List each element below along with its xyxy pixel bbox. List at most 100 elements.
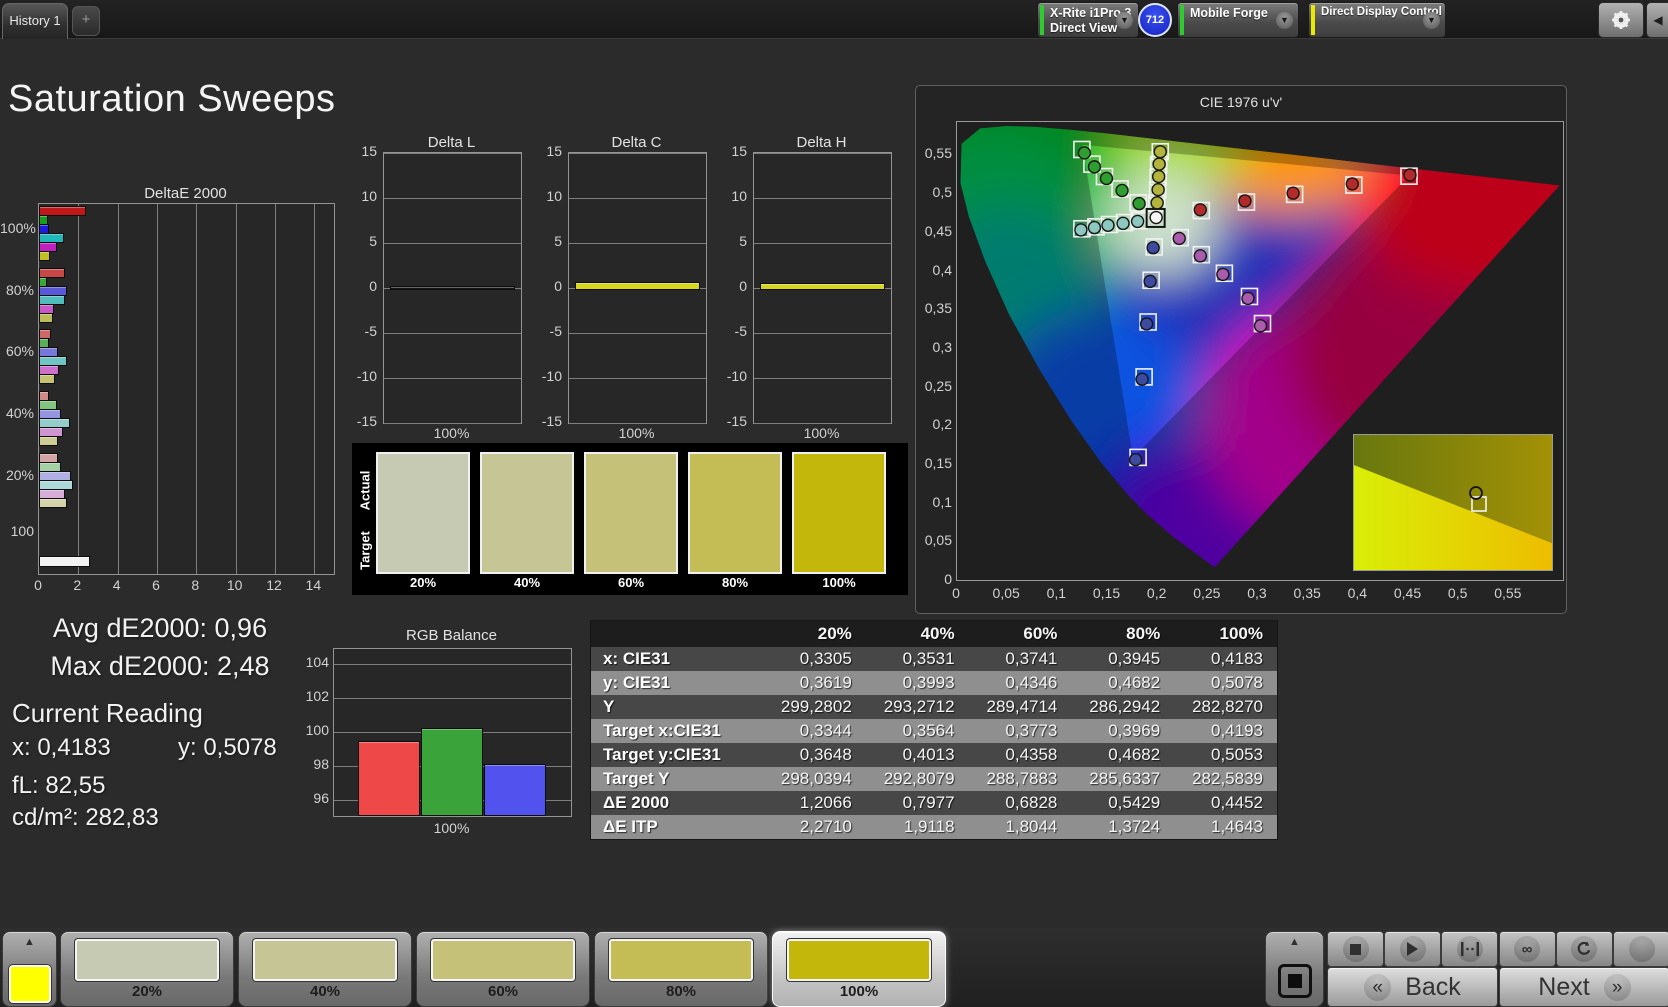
y-tick-label: 0,35 xyxy=(924,300,952,317)
patch-window-button[interactable]: ▲ xyxy=(1265,931,1324,1007)
range-button[interactable] xyxy=(1441,931,1499,967)
add-tab-button[interactable]: + xyxy=(72,6,100,36)
sat-level-button-40%[interactable]: 40% xyxy=(238,931,412,1007)
table-cell: 0,4452 xyxy=(1210,793,1263,812)
y-tick-label: 100 xyxy=(305,722,329,738)
de2000-bar xyxy=(39,556,90,568)
table-cell: 1,8044 xyxy=(1005,817,1058,836)
display-control-dropdown[interactable]: Direct Display Control ▼ xyxy=(1308,2,1446,38)
table-cell: 0,4346 xyxy=(1005,673,1058,692)
tab-history-1[interactable]: History 1 xyxy=(2,3,68,39)
column-header: 100% xyxy=(1219,624,1263,643)
table-cell: 0,4013 xyxy=(902,745,955,764)
sat-label: 40% xyxy=(309,983,341,1000)
y-tick-label: 0,1 xyxy=(932,493,952,510)
loop-button[interactable]: ∞ xyxy=(1498,931,1556,967)
x-tick-label: 0,15 xyxy=(1092,585,1121,601)
refresh-button[interactable] xyxy=(1555,931,1613,967)
y-tick-label: 10 xyxy=(731,188,747,204)
y-tick-label: 5 xyxy=(739,233,747,249)
sat-level-button-60%[interactable]: 60% xyxy=(416,931,590,1007)
table-cell: 1,4643 xyxy=(1210,817,1263,836)
x-tick-label: 0 xyxy=(34,577,42,593)
y-tick-label: 5 xyxy=(554,233,562,249)
table-cell: 0,5053 xyxy=(1210,745,1263,764)
x-tick-label: 0,25 xyxy=(1193,585,1221,601)
delta-bar xyxy=(575,282,700,290)
table-cell: 0,3564 xyxy=(902,721,955,740)
x-tick-label: 0,55 xyxy=(1494,585,1522,601)
actual-row-label: Actual xyxy=(357,470,373,511)
y-tick-label: -5 xyxy=(734,323,747,339)
gridline xyxy=(157,204,158,574)
gear-icon xyxy=(1612,11,1630,29)
table-cell: 1,3724 xyxy=(1108,817,1161,836)
source-status-stripe xyxy=(1180,5,1184,35)
y-tick-label: -5 xyxy=(364,323,377,339)
table-cell: 288,7883 xyxy=(986,769,1058,788)
y-tick-label: -15 xyxy=(356,413,377,429)
y-tick-label: 0,5 xyxy=(932,184,952,201)
current-patch-swatch xyxy=(9,965,51,1003)
x-axis-label: 100% xyxy=(618,425,655,441)
back-button[interactable]: « Back xyxy=(1327,967,1498,1007)
y-tick-label: 15 xyxy=(546,143,562,159)
x-tick-label: 0,2 xyxy=(1146,585,1167,601)
current-patch-button[interactable]: ▲ xyxy=(2,931,57,1007)
next-button[interactable]: Next » xyxy=(1499,967,1668,1007)
x-tick-label: 0,45 xyxy=(1393,585,1422,601)
de2000-bar xyxy=(39,267,65,278)
y-tick-label: 102 xyxy=(305,688,329,704)
y-tick-label: 0 xyxy=(944,571,952,587)
plot-area xyxy=(333,648,572,817)
sat-swatch xyxy=(787,939,931,981)
table-cell: 0,3619 xyxy=(799,673,852,692)
gridline xyxy=(235,204,237,574)
table-cell: 0,4682 xyxy=(1108,745,1161,764)
source-dropdown[interactable]: Mobile Forge ▼ xyxy=(1177,2,1299,38)
y-tick-label: 15 xyxy=(731,143,747,159)
sat-level-button-80%[interactable]: 80% xyxy=(594,931,768,1007)
table-cell: 2,2710 xyxy=(799,817,852,836)
chart-title: Delta H xyxy=(796,134,847,151)
gridline xyxy=(754,153,891,154)
sat-level-label: 100 xyxy=(10,523,34,540)
sat-level-button-20%[interactable]: 20% xyxy=(60,931,234,1007)
x-tick-label: 10 xyxy=(226,577,243,593)
y-tick-label: -5 xyxy=(549,323,562,339)
gridline xyxy=(117,204,119,574)
chevron-double-left-icon: « xyxy=(1364,973,1392,1001)
range-icon xyxy=(1456,936,1483,962)
sat-swatch xyxy=(75,939,219,981)
current-cdm2: cd/m²: 282,83 xyxy=(12,804,159,831)
table-cell: 0,7977 xyxy=(902,793,955,812)
settings-button[interactable] xyxy=(1598,2,1644,38)
plot-area xyxy=(753,152,892,424)
color-swatch xyxy=(688,452,782,574)
collapse-toolbar-button[interactable]: ◀ xyxy=(1646,2,1668,38)
gridline xyxy=(754,423,891,424)
sat-level-button-100%[interactable]: 100% xyxy=(772,931,946,1007)
row-label: Target Y xyxy=(603,769,670,788)
y-tick-label: 0,4 xyxy=(932,261,952,278)
y-tick-label: 0 xyxy=(739,278,747,294)
sat-label: 60% xyxy=(487,983,519,1000)
chevron-down-icon: ▼ xyxy=(1116,12,1133,29)
table-row: Y 299,2802 293,2712 289,4714 286,2942 282,827… xyxy=(591,695,1277,719)
sat-label: 20% xyxy=(131,983,163,1000)
table-header-row: 20% 40% 60% 80% 100% xyxy=(591,621,1277,647)
play-button[interactable] xyxy=(1384,931,1442,967)
stop-button[interactable] xyxy=(1327,931,1384,967)
row-label: x: CIE31 xyxy=(603,649,671,668)
extra-button[interactable] xyxy=(1613,931,1668,967)
loop-icon: ∞ xyxy=(1514,936,1541,962)
meter-dropdown[interactable]: X-Rite i1Pro 3 Direct View ▼ xyxy=(1037,2,1139,38)
table-row: Target y:CIE31 0,3648 0,4013 0,4358 0,4682 0,… xyxy=(591,743,1277,767)
meter-count-badge[interactable]: 712 xyxy=(1138,3,1172,37)
table-cell: 0,4682 xyxy=(1108,673,1161,692)
column-header: 60% xyxy=(1023,624,1058,643)
table-cell: 0,3993 xyxy=(902,673,955,692)
sat-label: 80% xyxy=(665,983,697,1000)
cie-diagram-panel: CIE 1976 u'v' 0 0,05 0,1 0,15 0,2 0,25 0,3 0,35 0… xyxy=(915,85,1567,614)
x-tick-label: 4 xyxy=(112,577,121,593)
